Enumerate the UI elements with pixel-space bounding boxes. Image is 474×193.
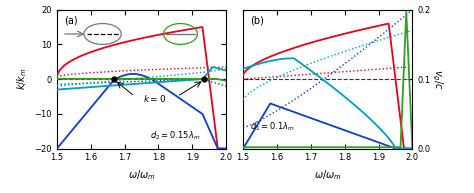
Text: (b): (b)	[250, 15, 264, 25]
Text: (a): (a)	[64, 15, 77, 25]
Y-axis label: $k/k_m$: $k/k_m$	[15, 68, 29, 91]
X-axis label: $\omega/\omega_m$: $\omega/\omega_m$	[128, 168, 155, 182]
Y-axis label: $v_g/c$: $v_g/c$	[430, 69, 444, 90]
Text: $d_1=0.1\lambda_m$: $d_1=0.1\lambda_m$	[250, 120, 295, 133]
Text: $k=0$: $k=0$	[143, 93, 166, 104]
Text: $d_2=0.15\lambda_m$: $d_2=0.15\lambda_m$	[150, 130, 201, 142]
X-axis label: $\omega/\omega_m$: $\omega/\omega_m$	[314, 168, 342, 182]
